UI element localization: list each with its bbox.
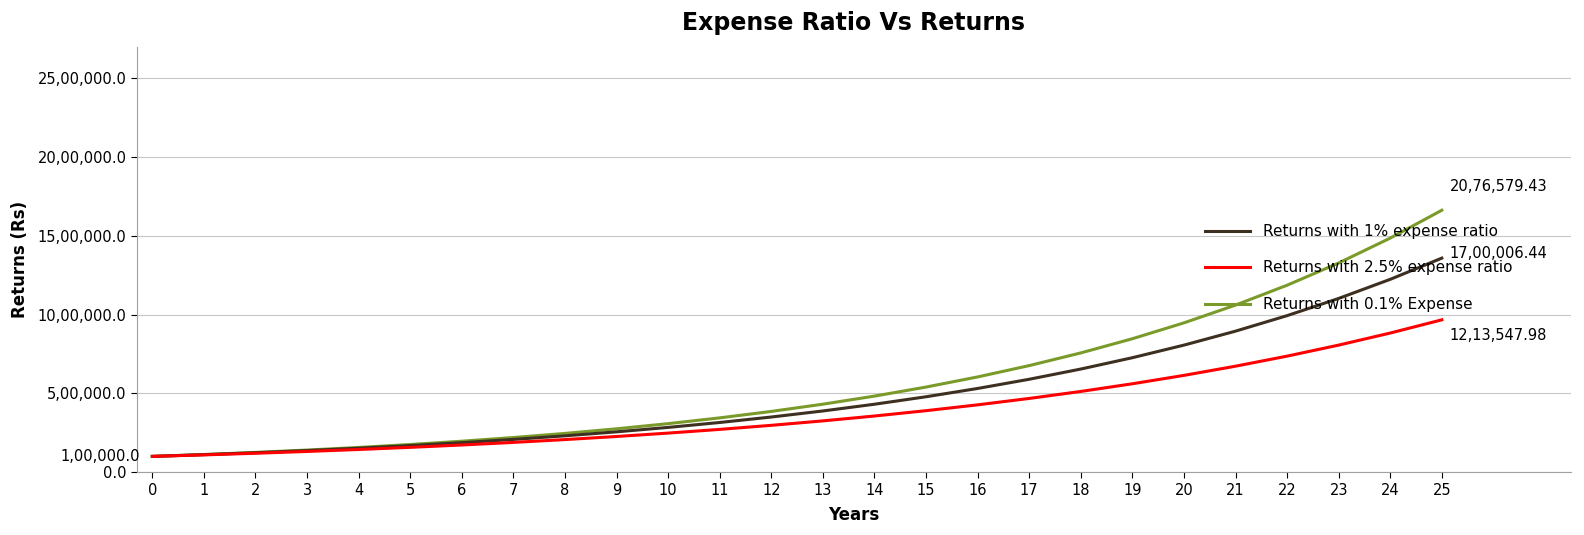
Title: Expense Ratio Vs Returns: Expense Ratio Vs Returns [683, 11, 1025, 35]
Returns with 0.1% Expense [762, 408, 781, 415]
Returns with 1% expense ratio [298, 447, 317, 454]
Returns with 1% expense ratio [607, 429, 626, 435]
Returns with 2.5% expense ratio [1071, 388, 1090, 395]
Line: Returns with 2.5% expense ratio: Returns with 2.5% expense ratio [152, 320, 1441, 456]
Returns with 2.5% expense ratio [1123, 380, 1142, 387]
Returns with 0.1% Expense [710, 415, 729, 421]
Returns with 1% expense ratio [813, 408, 832, 414]
Returns with 1% expense ratio [659, 424, 678, 431]
Returns with 0.1% Expense [1381, 235, 1400, 241]
Returns with 2.5% expense ratio [917, 408, 936, 414]
Returns with 1% expense ratio [348, 445, 367, 452]
Returns with 0.1% Expense [1226, 302, 1245, 308]
Returns with 0.1% Expense [865, 393, 884, 399]
Returns with 2.5% expense ratio [968, 402, 987, 408]
Returns with 1% expense ratio [1278, 312, 1297, 319]
Returns with 1% expense ratio [1071, 366, 1090, 372]
Y-axis label: Returns (Rs): Returns (Rs) [11, 201, 29, 318]
Returns with 2.5% expense ratio [401, 444, 420, 450]
Returns with 2.5% expense ratio [298, 448, 317, 455]
Returns with 2.5% expense ratio [1381, 330, 1400, 336]
Returns with 1% expense ratio [865, 401, 884, 408]
Returns with 2.5% expense ratio [1174, 372, 1193, 379]
Returns with 1% expense ratio [762, 414, 781, 420]
Returns with 0.1% Expense [504, 434, 523, 441]
Returns with 1% expense ratio [1432, 255, 1451, 261]
Returns with 1% expense ratio [556, 433, 575, 439]
Returns with 0.1% Expense [1329, 260, 1348, 266]
Returns with 1% expense ratio [504, 436, 523, 442]
Text: 20,76,579.43: 20,76,579.43 [1449, 179, 1548, 194]
Returns with 2.5% expense ratio [607, 433, 626, 440]
Returns with 2.5% expense ratio [1278, 353, 1297, 360]
Returns with 0.1% Expense [556, 430, 575, 437]
Returns with 0.1% Expense [968, 374, 987, 380]
Returns with 1% expense ratio [401, 442, 420, 449]
Returns with 1% expense ratio [1123, 355, 1142, 361]
Returns with 0.1% Expense [1432, 207, 1451, 213]
Returns with 2.5% expense ratio [1020, 395, 1039, 402]
Text: 1,00,000.0: 1,00,000.0 [60, 449, 139, 464]
Text: 17,00,006.44: 17,00,006.44 [1449, 246, 1548, 261]
Returns with 0.1% Expense [659, 421, 678, 427]
Returns with 0.1% Expense [1278, 282, 1297, 288]
Returns with 2.5% expense ratio [453, 442, 472, 448]
Returns with 2.5% expense ratio [504, 439, 523, 446]
Returns with 0.1% Expense [1123, 335, 1142, 342]
Returns with 0.1% Expense [453, 438, 472, 445]
Returns with 2.5% expense ratio [246, 450, 265, 456]
Legend: Returns with 1% expense ratio, Returns with 2.5% expense ratio, Returns with 0.1: Returns with 1% expense ratio, Returns w… [1199, 218, 1517, 318]
Returns with 0.1% Expense [917, 384, 936, 390]
Returns with 1% expense ratio [453, 439, 472, 446]
Returns with 1% expense ratio [1174, 342, 1193, 348]
Returns with 2.5% expense ratio [1432, 317, 1451, 323]
Returns with 2.5% expense ratio [143, 453, 162, 460]
Returns with 0.1% Expense [1174, 319, 1193, 326]
Returns with 1% expense ratio [710, 419, 729, 426]
Returns with 0.1% Expense [401, 441, 420, 448]
Returns with 0.1% Expense [143, 453, 162, 460]
Text: 12,13,547.98: 12,13,547.98 [1449, 328, 1548, 343]
X-axis label: Years: Years [828, 506, 879, 524]
Returns with 2.5% expense ratio [556, 437, 575, 443]
Returns with 2.5% expense ratio [710, 426, 729, 433]
Returns with 0.1% Expense [1020, 362, 1039, 369]
Returns with 1% expense ratio [195, 452, 214, 458]
Returns with 0.1% Expense [348, 444, 367, 450]
Returns with 0.1% Expense [813, 401, 832, 407]
Returns with 1% expense ratio [246, 449, 265, 456]
Line: Returns with 0.1% Expense: Returns with 0.1% Expense [152, 210, 1441, 456]
Returns with 2.5% expense ratio [1329, 342, 1348, 348]
Returns with 1% expense ratio [1381, 276, 1400, 282]
Returns with 2.5% expense ratio [1226, 363, 1245, 369]
Returns with 1% expense ratio [917, 394, 936, 400]
Returns with 1% expense ratio [143, 453, 162, 460]
Returns with 0.1% Expense [195, 452, 214, 458]
Returns with 0.1% Expense [607, 425, 626, 432]
Returns with 0.1% Expense [298, 447, 317, 453]
Returns with 2.5% expense ratio [762, 422, 781, 429]
Returns with 2.5% expense ratio [659, 430, 678, 437]
Returns with 1% expense ratio [1329, 295, 1348, 302]
Returns with 1% expense ratio [968, 385, 987, 392]
Line: Returns with 1% expense ratio: Returns with 1% expense ratio [152, 258, 1441, 456]
Returns with 1% expense ratio [1020, 376, 1039, 383]
Returns with 2.5% expense ratio [195, 452, 214, 458]
Returns with 0.1% Expense [246, 449, 265, 456]
Returns with 2.5% expense ratio [348, 446, 367, 453]
Returns with 2.5% expense ratio [865, 413, 884, 419]
Returns with 0.1% Expense [1071, 350, 1090, 356]
Returns with 1% expense ratio [1226, 328, 1245, 334]
Returns with 2.5% expense ratio [813, 418, 832, 424]
